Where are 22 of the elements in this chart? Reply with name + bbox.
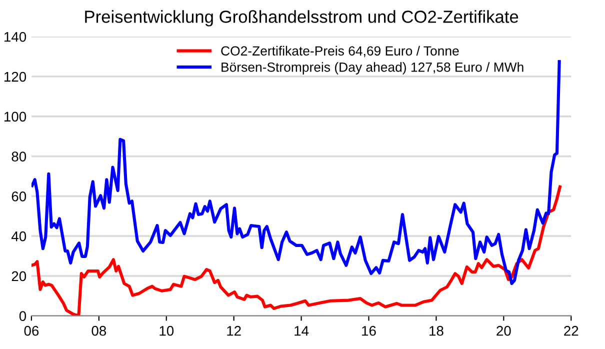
y-tick-label: 40 (11, 231, 26, 242)
x-tick-label: 20 (496, 326, 511, 336)
line-series (31, 60, 561, 286)
x-tick-label: 08 (92, 326, 106, 336)
x-tick-label: 12 (227, 326, 241, 336)
y-tick-label: 120 (4, 72, 26, 82)
y-tick-label: 60 (12, 192, 26, 202)
x-tick-label: 18 (430, 326, 444, 336)
y-tick-label: 20 (12, 271, 26, 282)
y-tick-label: 0 (19, 311, 26, 322)
x-tick-label: 10 (160, 326, 174, 336)
chart-title: Preisentwicklung Großhandelsstrom und CO2-Zertifikate (85, 10, 518, 26)
legend-label: Börsen-Strompreis (Day ahead) 127,58 Euro / MWh (222, 62, 524, 74)
x-tick-label: 16 (362, 326, 376, 336)
y-tick-label: 100 (4, 112, 26, 122)
x-tick-label: 22 (564, 326, 578, 336)
legend-label: CO2-Zertifikate-Preis 64,69 Euro / Tonne (221, 46, 459, 58)
y-tick-label: 140 (4, 32, 26, 42)
x-tick-label: 06 (24, 326, 39, 336)
line-series (31, 185, 562, 316)
y-tick-label: 80 (12, 152, 26, 162)
x-tick-label: 14 (294, 326, 309, 336)
